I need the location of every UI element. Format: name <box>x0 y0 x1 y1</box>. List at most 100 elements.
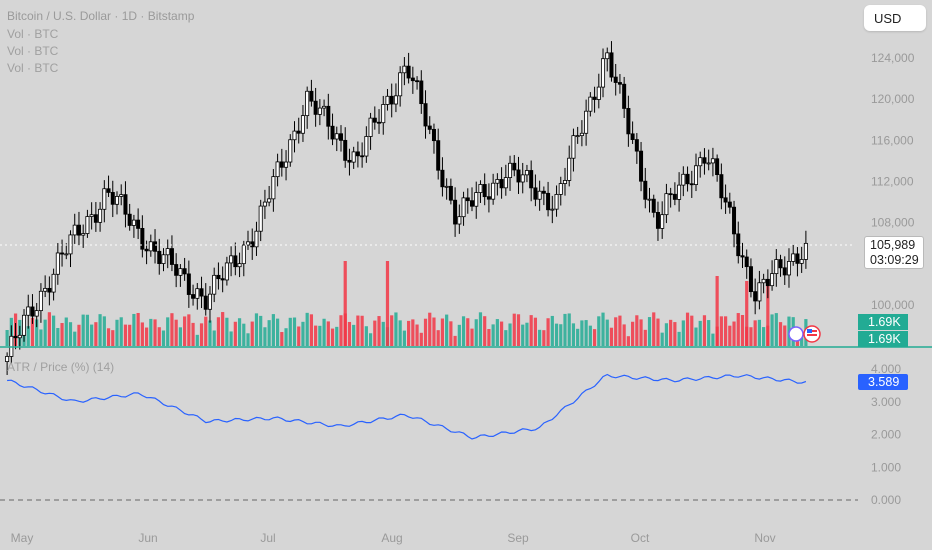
candle-body <box>55 252 60 275</box>
candle-body <box>182 268 187 275</box>
candle-body <box>740 255 745 258</box>
volume-bar <box>212 330 216 346</box>
volume-bar <box>166 317 170 346</box>
candle-body <box>436 140 441 171</box>
volume-bar <box>529 315 533 346</box>
candle-body <box>672 193 677 200</box>
volume-bar <box>364 326 368 346</box>
volume-indicator-3[interactable]: Vol · BTC <box>7 61 59 75</box>
volume-bar <box>685 312 690 346</box>
candle-body <box>609 52 614 78</box>
candle-body <box>288 139 293 163</box>
volume-bar <box>736 313 740 346</box>
volume-bar <box>263 327 267 346</box>
volume-bar <box>525 322 529 346</box>
event-star-icon <box>788 326 804 342</box>
candle-body <box>377 121 382 124</box>
candle-body <box>34 310 39 317</box>
volume-bar <box>225 317 229 346</box>
currency-button[interactable]: USD <box>864 5 926 31</box>
candle-body <box>119 194 124 197</box>
candle-body <box>495 179 500 184</box>
volume-bar <box>229 331 233 346</box>
candle-body <box>102 188 107 210</box>
candle-body <box>38 290 43 312</box>
volume-bar <box>576 328 580 346</box>
volume-value-label-1: 1.69K <box>858 314 908 330</box>
volume-bar <box>94 322 98 346</box>
candle-body <box>550 208 555 211</box>
candle-body <box>30 306 35 317</box>
volume-bar <box>631 321 635 346</box>
volume-bar <box>753 320 757 346</box>
atr-axis: 4.000 3.000 2.000 1.000 0.000 <box>871 362 901 507</box>
volume-bar <box>43 319 47 346</box>
volume-bar <box>546 318 550 346</box>
atr-indicator-label[interactable]: ATR / Price (%) (14) <box>7 360 115 374</box>
candle-body <box>207 293 212 310</box>
countdown-label: 03:09:29 <box>864 252 924 269</box>
volume-bar <box>195 334 199 346</box>
candle-body <box>512 162 517 171</box>
volume-bar <box>90 324 94 346</box>
volume-bar <box>199 323 204 346</box>
volume-bar <box>483 316 487 346</box>
volume-bar <box>174 319 178 346</box>
volume-bar <box>770 314 774 346</box>
candle-body <box>334 133 339 140</box>
volume-indicator-1[interactable]: Vol · BTC <box>7 27 59 41</box>
volume-bar <box>326 321 330 346</box>
candle-body <box>778 259 783 269</box>
time-tick-label: Jul <box>260 531 275 545</box>
volume-bar <box>554 323 559 346</box>
volume-bar <box>216 317 221 346</box>
candle-body <box>799 259 804 264</box>
candle-body <box>626 108 631 135</box>
candle-body <box>237 263 242 268</box>
event-icons <box>788 325 821 343</box>
volume-bar <box>783 325 787 346</box>
volume-bar <box>647 317 652 346</box>
volume-bar <box>233 321 237 346</box>
candle-body <box>470 200 475 207</box>
volume-bar <box>377 316 381 346</box>
volume-bar <box>605 319 609 346</box>
volume-bar <box>466 318 470 346</box>
volume-bar <box>588 325 592 346</box>
volume-bar <box>635 315 639 346</box>
candle-body <box>524 170 529 176</box>
volume-bar <box>178 327 182 346</box>
volume-bar <box>111 330 115 346</box>
volume-bar <box>622 324 626 346</box>
volume-bar <box>204 316 208 346</box>
volume-bars <box>5 261 808 346</box>
volume-bar <box>368 333 373 346</box>
candle-body <box>423 103 428 127</box>
volume-indicator-2[interactable]: Vol · BTC <box>7 44 59 58</box>
candle-body <box>677 184 682 200</box>
time-tick-label: May <box>11 531 34 545</box>
candle-body <box>562 180 567 184</box>
chart-title[interactable]: Bitcoin / U.S. Dollar · 1D · Bitstamp <box>7 9 195 23</box>
volume-bar <box>567 313 571 346</box>
volume-bar <box>237 318 242 346</box>
candle-body <box>448 185 453 201</box>
candle-body <box>427 125 432 130</box>
candle-body <box>26 306 31 316</box>
volume-spike-bar <box>715 276 719 346</box>
candle-body <box>482 184 487 198</box>
candle-body <box>698 157 703 167</box>
candle-body <box>398 72 403 97</box>
volume-bar <box>470 328 474 346</box>
candle-body <box>719 174 724 199</box>
volume-bar <box>601 312 605 346</box>
volume-bar <box>521 324 525 346</box>
volume-bar <box>711 333 715 346</box>
volume-bar <box>550 315 554 346</box>
volume-bar <box>77 324 81 346</box>
candle-body <box>76 224 81 236</box>
volume-bar <box>144 327 149 346</box>
candle-body <box>51 273 56 293</box>
candle-body <box>689 183 694 186</box>
